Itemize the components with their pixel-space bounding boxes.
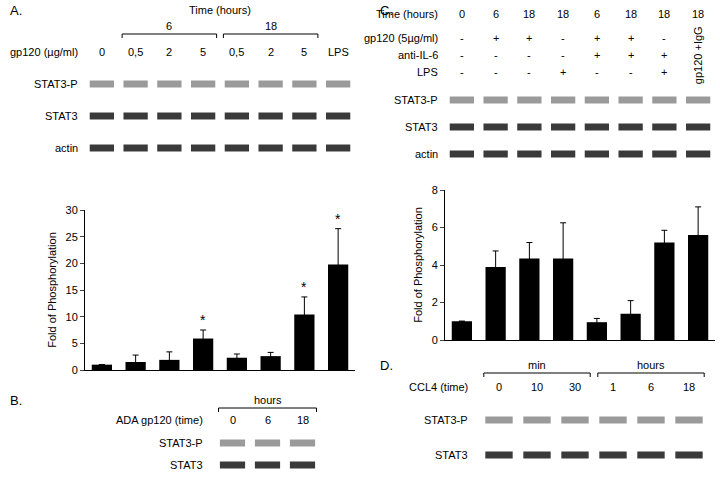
svg-text:18: 18 bbox=[625, 8, 637, 20]
svg-text:-: - bbox=[527, 49, 531, 61]
svg-text:Time (hours): Time (hours) bbox=[189, 4, 251, 16]
svg-text:-: - bbox=[561, 32, 565, 44]
svg-text:15: 15 bbox=[66, 284, 78, 296]
svg-text:STAT3: STAT3 bbox=[170, 459, 203, 471]
svg-text:0: 0 bbox=[459, 8, 465, 20]
svg-text:-: - bbox=[460, 49, 464, 61]
svg-text:-: - bbox=[494, 49, 498, 61]
svg-text:6: 6 bbox=[493, 8, 499, 20]
svg-text:min: min bbox=[528, 359, 546, 371]
svg-text:Fold of Phosphorylation: Fold of Phosphorylation bbox=[46, 232, 58, 348]
svg-text:gp120 (µg/ml): gp120 (µg/ml) bbox=[10, 46, 78, 58]
svg-text:STAT3: STAT3 bbox=[435, 449, 468, 461]
svg-text:+: + bbox=[560, 66, 566, 78]
svg-text:6: 6 bbox=[648, 381, 654, 393]
svg-text:STAT3-P: STAT3-P bbox=[424, 414, 468, 426]
svg-text:CCL4 (time): CCL4 (time) bbox=[409, 381, 468, 393]
svg-text:2: 2 bbox=[166, 46, 172, 58]
svg-text:STAT3: STAT3 bbox=[45, 110, 78, 122]
svg-text:anti-IL-6: anti-IL-6 bbox=[398, 49, 438, 61]
svg-text:Time (hours): Time (hours) bbox=[376, 8, 438, 20]
svg-text:hours: hours bbox=[254, 394, 282, 406]
svg-text:+: + bbox=[594, 49, 600, 61]
svg-text:STAT3-P: STAT3-P bbox=[159, 437, 203, 449]
svg-text:30: 30 bbox=[66, 204, 78, 216]
svg-text:25: 25 bbox=[66, 231, 78, 243]
svg-text:+: + bbox=[661, 49, 667, 61]
svg-text:10: 10 bbox=[66, 311, 78, 323]
svg-text:gp120 (5µg/ml): gp120 (5µg/ml) bbox=[364, 32, 438, 44]
svg-text:8: 8 bbox=[432, 184, 438, 196]
svg-text:18: 18 bbox=[692, 8, 704, 20]
svg-text:-: - bbox=[494, 66, 498, 78]
svg-text:D.: D. bbox=[380, 358, 393, 373]
svg-text:0: 0 bbox=[72, 364, 78, 376]
svg-text:+: + bbox=[628, 32, 634, 44]
svg-text:C.: C. bbox=[380, 3, 393, 18]
svg-text:+: + bbox=[628, 49, 634, 61]
svg-text:1: 1 bbox=[610, 381, 616, 393]
svg-text:5: 5 bbox=[301, 46, 307, 58]
svg-text:6: 6 bbox=[166, 20, 172, 32]
svg-text:STAT3-P: STAT3-P bbox=[34, 78, 78, 90]
svg-text:+: + bbox=[493, 32, 499, 44]
svg-text:20: 20 bbox=[66, 257, 78, 269]
svg-text:5: 5 bbox=[200, 46, 206, 58]
svg-text:4: 4 bbox=[432, 259, 438, 271]
svg-text:-: - bbox=[527, 66, 531, 78]
svg-text:+: + bbox=[661, 66, 667, 78]
svg-text:Fold of Phosphorylation: Fold of Phosphorylation bbox=[412, 207, 424, 323]
svg-text:0: 0 bbox=[432, 334, 438, 346]
svg-text:0,5: 0,5 bbox=[229, 46, 244, 58]
svg-text:2: 2 bbox=[268, 46, 274, 58]
svg-text:-: - bbox=[561, 49, 565, 61]
svg-text:6: 6 bbox=[594, 8, 600, 20]
svg-text:B.: B. bbox=[10, 393, 22, 408]
svg-text:-: - bbox=[460, 66, 464, 78]
svg-text:STAT3: STAT3 bbox=[405, 121, 438, 133]
svg-text:gp120 +IgG: gp120 +IgG bbox=[692, 26, 704, 84]
svg-text:18: 18 bbox=[297, 414, 309, 426]
svg-text:5: 5 bbox=[72, 337, 78, 349]
svg-text:18: 18 bbox=[557, 8, 569, 20]
svg-text:30: 30 bbox=[569, 381, 581, 393]
svg-text:18: 18 bbox=[683, 381, 695, 393]
svg-text:hours: hours bbox=[637, 359, 665, 371]
svg-text:*: * bbox=[335, 211, 341, 227]
svg-text:+: + bbox=[594, 32, 600, 44]
svg-text:0: 0 bbox=[230, 414, 236, 426]
svg-text:*: * bbox=[301, 279, 307, 295]
svg-text:-: - bbox=[629, 66, 633, 78]
svg-text:18: 18 bbox=[658, 8, 670, 20]
svg-text:ADA gp120 (time): ADA gp120 (time) bbox=[116, 414, 203, 426]
svg-text:18: 18 bbox=[523, 8, 535, 20]
svg-text:10: 10 bbox=[531, 381, 543, 393]
svg-text:6: 6 bbox=[265, 414, 271, 426]
svg-text:+: + bbox=[526, 32, 532, 44]
svg-text:LPS: LPS bbox=[417, 66, 438, 78]
svg-text:LPS: LPS bbox=[328, 46, 349, 58]
svg-text:0: 0 bbox=[99, 46, 105, 58]
svg-text:A.: A. bbox=[10, 3, 22, 18]
svg-text:0,5: 0,5 bbox=[128, 46, 143, 58]
svg-text:-: - bbox=[595, 66, 599, 78]
svg-text:-: - bbox=[662, 32, 666, 44]
svg-text:*: * bbox=[200, 312, 206, 328]
svg-text:6: 6 bbox=[432, 221, 438, 233]
svg-text:2: 2 bbox=[432, 296, 438, 308]
svg-text:actin: actin bbox=[55, 142, 78, 154]
svg-text:-: - bbox=[460, 32, 464, 44]
svg-text:18: 18 bbox=[265, 20, 277, 32]
svg-text:0: 0 bbox=[496, 381, 502, 393]
svg-text:actin: actin bbox=[415, 148, 438, 160]
svg-text:STAT3-P: STAT3-P bbox=[394, 94, 438, 106]
